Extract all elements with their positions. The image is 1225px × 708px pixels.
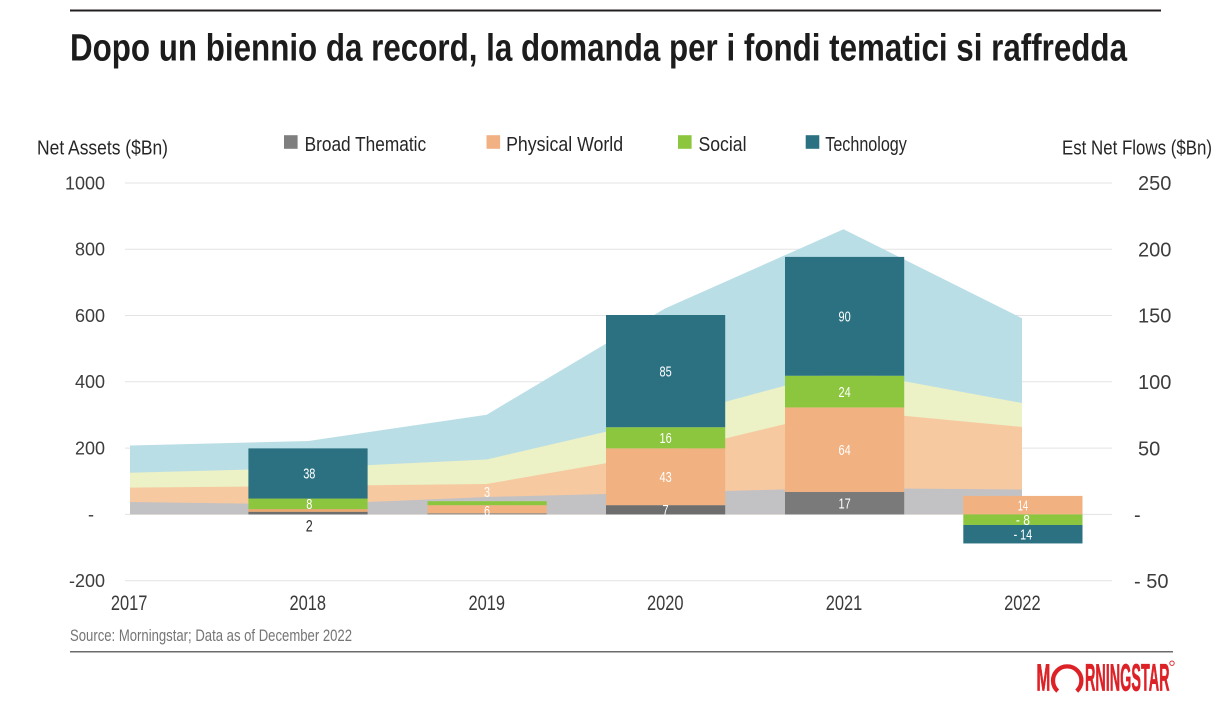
svg-text:200: 200 <box>1138 240 1171 262</box>
svg-text:38: 38 <box>303 467 315 483</box>
svg-text:400: 400 <box>75 372 105 392</box>
svg-text:Dopo un biennio da record, la: Dopo un biennio da record, la domanda pe… <box>70 28 1128 70</box>
svg-text:2021: 2021 <box>826 592 863 615</box>
svg-text:85: 85 <box>660 364 672 380</box>
svg-text:Social: Social <box>699 134 747 156</box>
svg-text:100: 100 <box>1138 372 1171 394</box>
svg-text:Physical World: Physical World <box>506 134 623 156</box>
svg-text:50: 50 <box>1138 438 1160 460</box>
svg-text:-200: -200 <box>69 571 105 591</box>
svg-text:24: 24 <box>839 385 851 401</box>
svg-text:Source: Morningstar; Data as o: Source: Morningstar; Data as of December… <box>70 627 352 645</box>
svg-text:- 8: - 8 <box>1016 513 1030 529</box>
svg-text:- 14: - 14 <box>1014 527 1033 543</box>
svg-text:Net Assets ($Bn): Net Assets ($Bn) <box>37 137 168 160</box>
svg-text:Technology: Technology <box>825 134 907 156</box>
svg-text:8: 8 <box>306 497 312 513</box>
svg-text:Est Net Flows ($Bn): Est Net Flows ($Bn) <box>1062 137 1212 160</box>
svg-text:RNINGSTAR: RNINGSTAR <box>1085 657 1170 699</box>
svg-text:2022: 2022 <box>1004 592 1041 615</box>
svg-text:2019: 2019 <box>468 592 505 615</box>
svg-text:2018: 2018 <box>290 592 327 615</box>
svg-text:250: 250 <box>1138 173 1171 195</box>
svg-text:16: 16 <box>660 431 672 447</box>
svg-text:M: M <box>1036 657 1050 699</box>
svg-text:17: 17 <box>839 496 851 512</box>
svg-text:2: 2 <box>306 518 313 536</box>
svg-text:- 50: - 50 <box>1134 571 1168 593</box>
svg-text:43: 43 <box>660 470 672 486</box>
svg-text:200: 200 <box>75 438 105 458</box>
svg-text:150: 150 <box>1138 306 1171 328</box>
svg-text:3: 3 <box>484 485 490 501</box>
svg-text:1000: 1000 <box>65 173 105 193</box>
svg-text:14: 14 <box>1018 498 1028 514</box>
svg-text:6: 6 <box>484 504 490 520</box>
svg-text:90: 90 <box>839 310 851 326</box>
svg-text:7: 7 <box>663 503 669 519</box>
svg-text:2017: 2017 <box>111 592 148 615</box>
svg-text:600: 600 <box>75 306 105 326</box>
svg-text:800: 800 <box>75 240 105 260</box>
svg-text:64: 64 <box>839 443 851 459</box>
svg-text:-: - <box>88 505 94 525</box>
svg-text:Broad Thematic: Broad Thematic <box>305 134 427 156</box>
svg-text:2020: 2020 <box>647 592 684 615</box>
svg-text:-: - <box>1134 505 1141 527</box>
